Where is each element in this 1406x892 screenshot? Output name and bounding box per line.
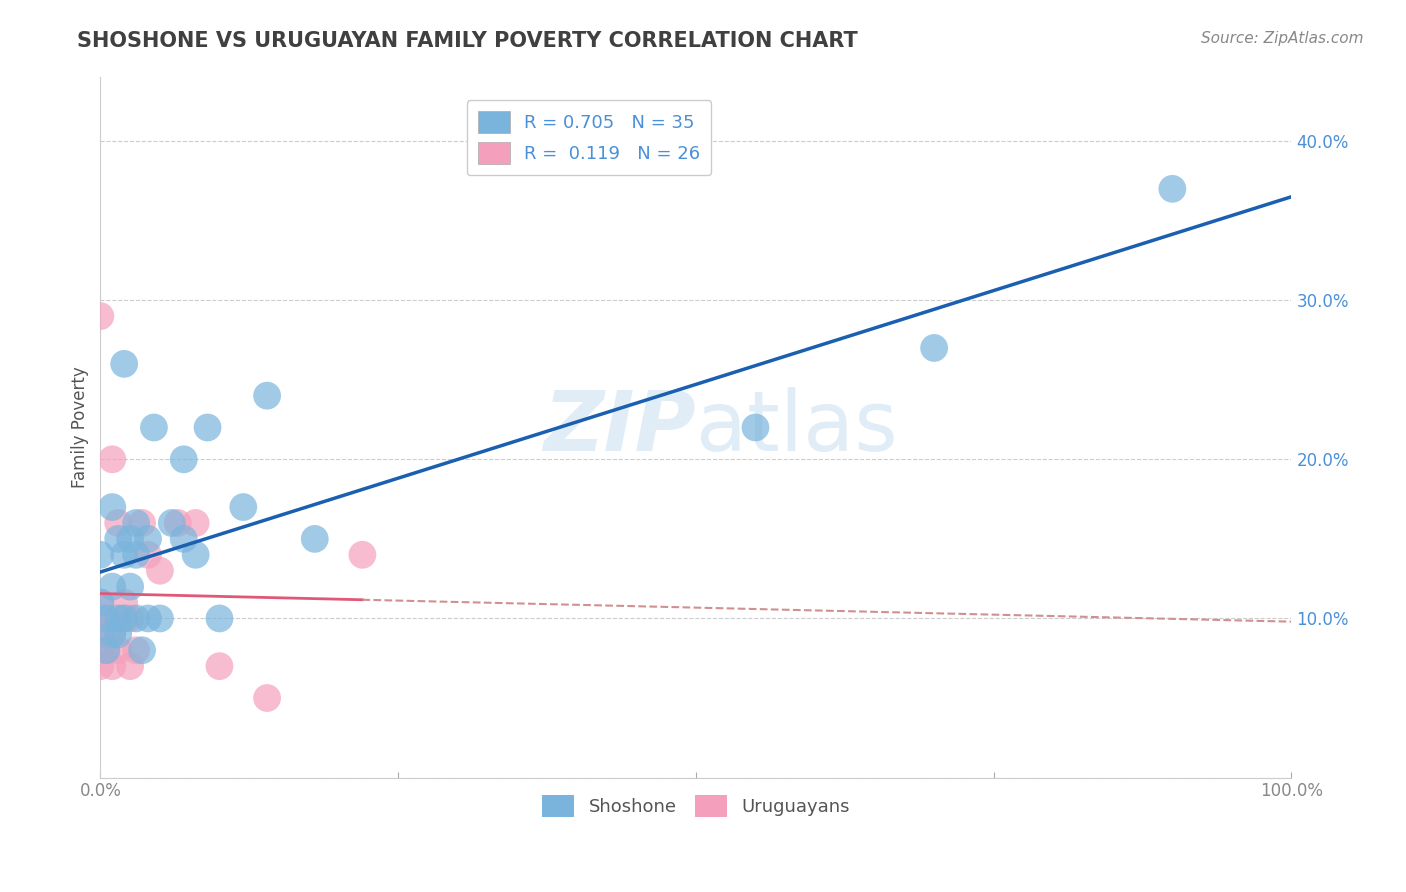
- Point: [304, 532, 326, 546]
- Point: [89, 643, 111, 657]
- Point: [120, 659, 142, 673]
- Point: [112, 548, 135, 562]
- Point: [160, 516, 183, 530]
- Point: [89, 595, 111, 609]
- Point: [107, 532, 129, 546]
- Point: [131, 516, 153, 530]
- Point: [89, 548, 111, 562]
- Point: [101, 659, 124, 673]
- Point: [101, 452, 124, 467]
- Point: [89, 595, 111, 609]
- Point: [232, 500, 254, 514]
- Point: [96, 643, 118, 657]
- Point: [125, 548, 148, 562]
- Point: [89, 611, 111, 625]
- Point: [136, 532, 159, 546]
- Point: [101, 627, 124, 641]
- Point: [120, 611, 142, 625]
- Point: [125, 516, 148, 530]
- Legend: Shoshone, Uruguayans: Shoshone, Uruguayans: [534, 788, 858, 824]
- Point: [197, 420, 219, 434]
- Point: [125, 643, 148, 657]
- Point: [208, 659, 231, 673]
- Text: ZIP: ZIP: [543, 387, 696, 468]
- Y-axis label: Family Poverty: Family Poverty: [72, 367, 89, 489]
- Point: [101, 580, 124, 594]
- Point: [149, 611, 172, 625]
- Point: [922, 341, 945, 355]
- Point: [131, 643, 153, 657]
- Point: [125, 611, 148, 625]
- Point: [256, 691, 278, 706]
- Point: [120, 532, 142, 546]
- Point: [142, 420, 165, 434]
- Point: [173, 452, 195, 467]
- Point: [112, 357, 135, 371]
- Point: [112, 611, 135, 625]
- Point: [136, 611, 159, 625]
- Point: [744, 420, 766, 434]
- Text: SHOSHONE VS URUGUAYAN FAMILY POVERTY CORRELATION CHART: SHOSHONE VS URUGUAYAN FAMILY POVERTY COR…: [77, 31, 858, 51]
- Point: [136, 548, 159, 562]
- Point: [112, 611, 135, 625]
- Text: Source: ZipAtlas.com: Source: ZipAtlas.com: [1201, 31, 1364, 46]
- Text: atlas: atlas: [696, 387, 897, 468]
- Point: [96, 643, 118, 657]
- Point: [107, 627, 129, 641]
- Point: [107, 516, 129, 530]
- Point: [107, 643, 129, 657]
- Point: [173, 532, 195, 546]
- Point: [89, 627, 111, 641]
- Point: [184, 516, 207, 530]
- Point: [149, 564, 172, 578]
- Point: [101, 627, 124, 641]
- Point: [352, 548, 374, 562]
- Point: [89, 309, 111, 323]
- Point: [89, 659, 111, 673]
- Point: [166, 516, 188, 530]
- Point: [101, 500, 124, 514]
- Point: [208, 611, 231, 625]
- Point: [96, 611, 118, 625]
- Point: [1161, 182, 1184, 196]
- Point: [96, 611, 118, 625]
- Point: [120, 580, 142, 594]
- Point: [107, 611, 129, 625]
- Point: [256, 389, 278, 403]
- Point: [184, 548, 207, 562]
- Point: [112, 595, 135, 609]
